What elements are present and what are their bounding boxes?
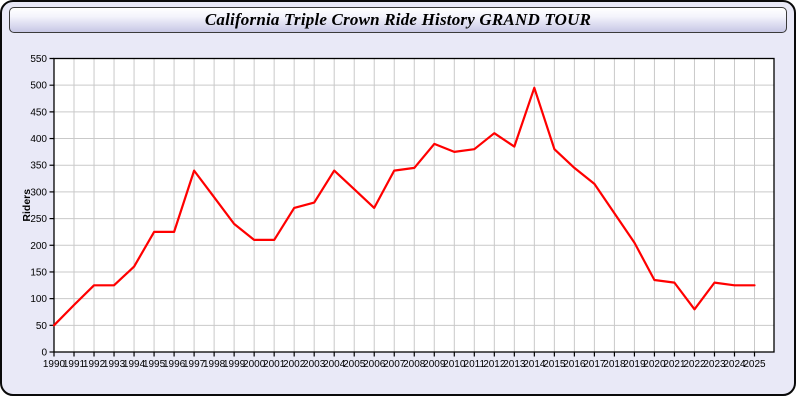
x-tick-label: 2018 <box>603 359 626 370</box>
x-tick-label: 2004 <box>323 359 346 370</box>
x-tick-label: 1993 <box>103 359 126 370</box>
y-tick-label: 300 <box>30 187 47 198</box>
x-tick-label: 1992 <box>83 359 106 370</box>
x-tick-label: 2008 <box>403 359 426 370</box>
y-tick-label: 550 <box>30 54 47 65</box>
x-tick-label: 2020 <box>643 359 666 370</box>
x-tick-label: 2005 <box>343 359 366 370</box>
riders-line-series <box>52 86 756 327</box>
x-tick-label: 2024 <box>723 359 746 370</box>
x-tick-label: 2006 <box>363 359 386 370</box>
x-tick-label: 1999 <box>223 359 246 370</box>
y-tick-label: 450 <box>30 107 47 118</box>
x-tick-label: 2017 <box>583 359 606 370</box>
x-tick-label: 2010 <box>443 359 466 370</box>
x-tick-label: 2007 <box>383 359 406 370</box>
y-axis-title: Riders <box>21 189 33 222</box>
x-tick-label: 2002 <box>283 359 306 370</box>
x-tick-label: 2016 <box>563 359 586 370</box>
y-tick-label: 400 <box>30 134 47 145</box>
chart-container: 0 50 100 150 200 250 300 350 400 450 500 550 1990 199… <box>2 2 794 394</box>
y-tick-label: 500 <box>30 81 47 92</box>
y-tick-label: 200 <box>30 241 47 252</box>
y-tick-label: 50 <box>36 321 48 332</box>
x-tick-label: 1991 <box>63 359 86 370</box>
x-tick-label: 1996 <box>163 359 186 370</box>
gridlines <box>54 58 774 352</box>
y-tick-label: 150 <box>30 267 47 278</box>
x-tick-label: 2009 <box>423 359 446 370</box>
x-axis-ticks: 1990199119921993199419951996199719981999… <box>43 352 766 370</box>
x-tick-label: 2015 <box>543 359 566 370</box>
y-tick-label: 100 <box>30 294 47 305</box>
x-tick-label: 2012 <box>483 359 506 370</box>
x-tick-label: 2001 <box>263 359 286 370</box>
y-axis-ticks: 0 50 100 150 200 250 300 350 400 450 500 550 <box>30 54 54 359</box>
x-tick-label: 2025 <box>743 359 766 370</box>
x-tick-label: 2000 <box>243 359 266 370</box>
x-tick-label: 2014 <box>523 359 546 370</box>
x-tick-label: 2021 <box>663 359 686 370</box>
x-tick-label: 2013 <box>503 359 526 370</box>
title-bar: California Triple Crown Ride History GRA… <box>9 7 787 33</box>
x-tick-label: 2023 <box>703 359 726 370</box>
x-tick-label: 1998 <box>203 359 226 370</box>
x-tick-label: 1994 <box>123 359 146 370</box>
x-tick-label: 2019 <box>623 359 646 370</box>
x-tick-label: 1995 <box>143 359 166 370</box>
y-tick-label: 350 <box>30 161 47 172</box>
page-title: California Triple Crown Ride History GRA… <box>204 10 592 29</box>
y-tick-label: 0 <box>41 348 47 359</box>
x-tick-label: 2011 <box>464 359 486 370</box>
x-tick-label: 2022 <box>683 359 706 370</box>
x-tick-label: 1990 <box>43 359 66 370</box>
x-tick-label: 2003 <box>303 359 326 370</box>
ride-history-line-chart: 0501001502002503003504004505005501990199… <box>21 54 775 370</box>
y-tick-label: 250 <box>30 214 47 225</box>
x-tick-label: 1997 <box>183 359 206 370</box>
